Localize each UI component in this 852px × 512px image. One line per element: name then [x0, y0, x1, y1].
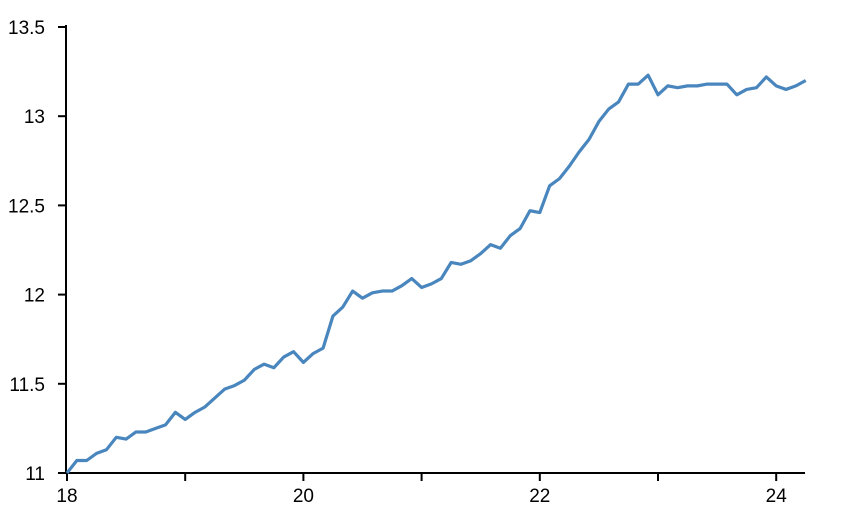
x-tick-label: 18	[56, 486, 77, 507]
y-tick-label: 11.5	[9, 375, 45, 396]
x-tick-label: 24	[766, 486, 788, 507]
y-axis: 11 11.5 12 12.5 13 13.5	[8, 18, 67, 485]
y-tick-label: 13	[24, 107, 45, 128]
x-tick-label: 22	[529, 486, 550, 507]
x-tick-label: 20	[293, 486, 314, 507]
y-tick-label: 12	[24, 286, 45, 307]
y-tick-label: 13.5	[8, 18, 45, 39]
series-layer	[65, 73, 807, 474]
y-tick-label: 12.5	[8, 196, 45, 217]
x-axis: 18 20 22 24	[56, 472, 805, 507]
y-tick-label: 11	[25, 464, 45, 485]
series-line	[65, 73, 807, 474]
